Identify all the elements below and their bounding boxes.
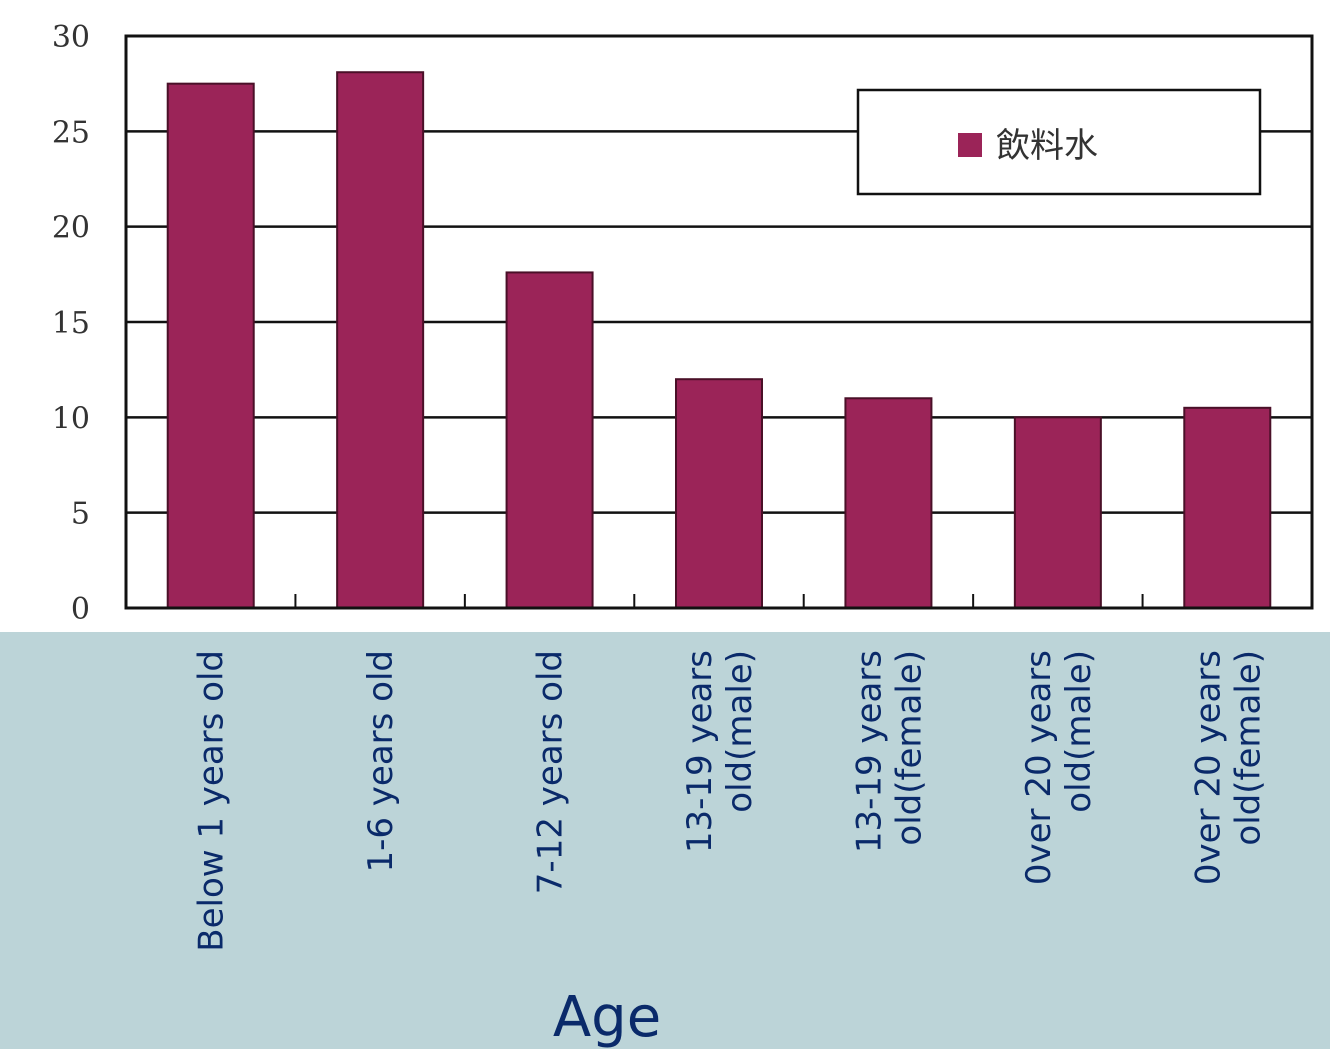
bar: [844, 397, 933, 609]
x-tick-label: 0ver 20 years: [1019, 650, 1059, 885]
x-tick-label: 1-6 years old: [361, 650, 401, 873]
legend-swatch: [958, 133, 982, 157]
y-tick-label: 15: [52, 306, 90, 341]
bar: [166, 82, 255, 609]
y-tick-label: 20: [52, 211, 90, 246]
legend-label: 飲料水: [996, 126, 1098, 166]
x-tick-label: old(male): [1059, 650, 1099, 813]
legend: 飲料水: [856, 88, 1262, 196]
y-tick-label: 10: [52, 401, 90, 436]
x-tick-label: old(female): [889, 650, 929, 846]
x-tick-label: old(male): [720, 650, 760, 813]
plot-frame: [124, 34, 1314, 610]
x-tick-label: 7-12 years old: [531, 650, 571, 894]
bar: [1013, 416, 1102, 610]
y-axis-ticks: 0 5 10 15 20 25 30: [52, 20, 90, 627]
x-tick-label: 13-19 years: [849, 650, 889, 853]
legend-box: [856, 88, 1262, 196]
bar: [336, 71, 425, 609]
y-tick-label: 0: [71, 592, 90, 627]
y-tick-label: 5: [71, 497, 90, 532]
x-tick-label: Below 1 years old: [192, 650, 232, 952]
y-tick-label: 30: [52, 20, 90, 55]
x-axis-ticks: Below 1 years old 1-6 years old 7-12 years…: [192, 594, 1268, 952]
bar: [675, 378, 763, 610]
bars: [166, 71, 1272, 610]
x-tick-label: 0ver 20 years: [1188, 650, 1228, 885]
bar: [1183, 406, 1272, 609]
x-tick-label: 13-19 years: [680, 650, 720, 853]
x-tick-label: old(female): [1228, 650, 1268, 846]
x-axis-title: Age: [553, 985, 661, 1049]
bar: [505, 271, 594, 609]
y-tick-label: 25: [52, 115, 90, 150]
